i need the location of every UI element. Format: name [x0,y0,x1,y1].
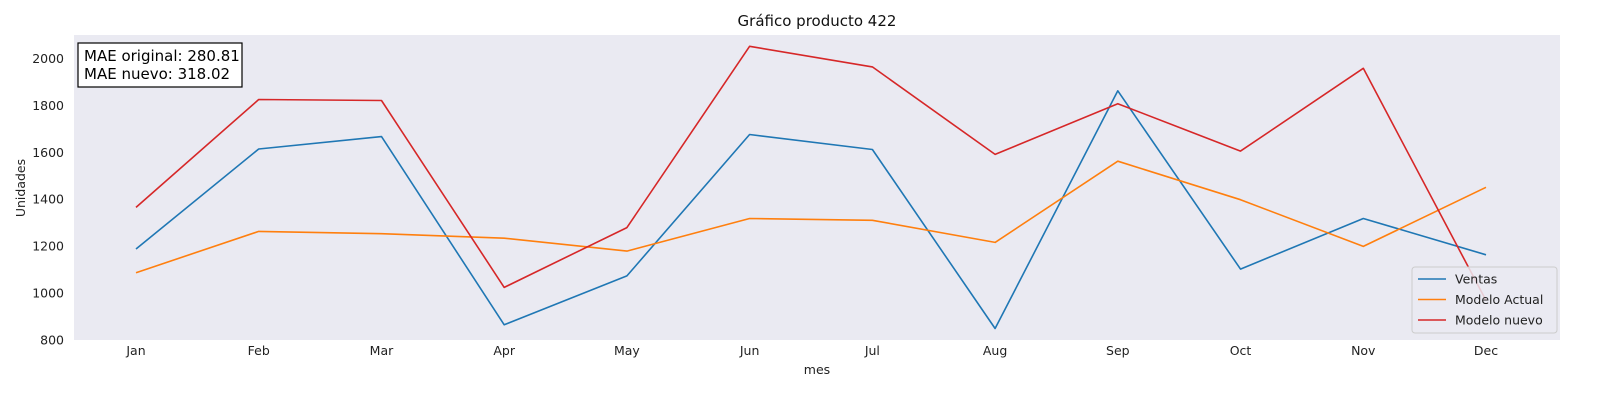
series-line-modelo-nuevo [135,45,1487,301]
y-tick-label: 1400 [32,192,64,207]
y-tick-label: 1200 [32,239,64,254]
x-tick-label: Dec [1474,343,1498,358]
series-line-modelo-actual [135,160,1487,274]
plot-area [74,35,1560,340]
mae-nuevo-text: MAE nuevo: 318.02 [84,65,230,83]
y-tick-label: 1600 [32,145,64,160]
legend-label-modelo-nuevo: Modelo nuevo [1455,313,1543,328]
mae-original-text: MAE original: 280.81 [84,47,240,65]
x-axis-label: mes [804,362,830,377]
y-axis-label: Unidades [13,159,28,217]
y-tick-label: 1000 [32,286,64,301]
x-tick-label: Apr [493,343,515,358]
legend-label-ventas: Ventas [1455,272,1497,287]
legend: Ventas Modelo Actual Modelo nuevo [1411,266,1558,334]
legend-box [1411,266,1558,334]
x-tick-label: Sep [1106,343,1130,358]
chart-title: Gráfico producto 422 [738,12,897,30]
x-tick-label: Aug [983,343,1007,358]
x-tick-label: Jun [739,343,760,358]
series-lines [135,45,1487,330]
x-tick-label: Feb [248,343,270,358]
y-tick-label: 1800 [32,98,64,113]
y-tick-label: 800 [40,333,64,348]
series-line-ventas [135,90,1487,330]
y-tick-label: 2000 [32,51,64,66]
legend-label-modelo-actual: Modelo Actual [1455,292,1543,307]
x-tick-label: May [614,343,640,358]
x-tick-label: Jan [125,343,145,358]
x-tick-label: Oct [1230,343,1252,358]
x-tick-label: Mar [370,343,394,358]
x-tick-label: Jul [864,343,880,358]
y-axis-ticks: 800 1000 1200 1400 1600 1800 2000 [32,51,64,348]
mae-annotation-box: MAE original: 280.81 MAE nuevo: 318.02 [77,42,243,88]
x-tick-label: Nov [1351,343,1376,358]
x-axis-ticks: Jan Feb Mar Apr May Jun Jul Aug Sep Oct Nov Dec [125,343,1498,358]
